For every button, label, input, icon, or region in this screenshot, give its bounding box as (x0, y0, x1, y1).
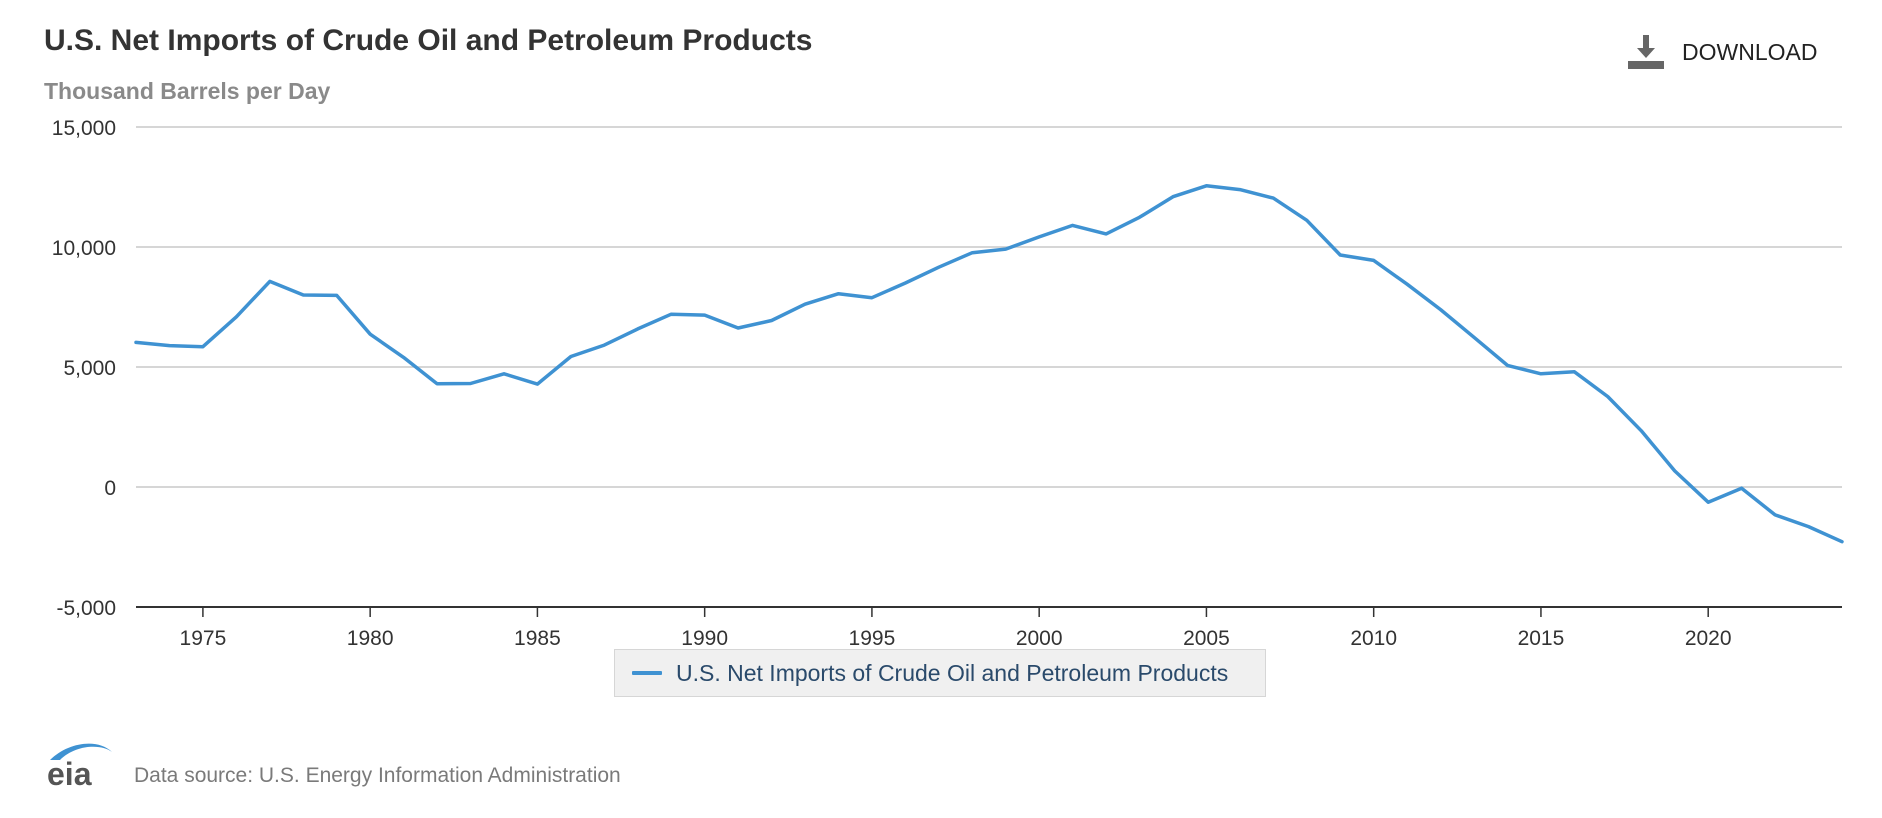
data-point[interactable] (1033, 231, 1045, 243)
data-point[interactable] (1368, 254, 1380, 266)
x-axis: 1975 1980 1985 1990 1995 2000 2005 2010 2015 2020 (136, 606, 1842, 650)
data-point[interactable] (1167, 191, 1179, 203)
data-point[interactable] (1100, 228, 1112, 240)
data-point[interactable] (866, 292, 878, 304)
data-point[interactable] (565, 350, 577, 362)
y-tick-label: 10,000 (52, 237, 116, 260)
data-point[interactable] (398, 351, 410, 363)
data-point[interactable] (1267, 192, 1279, 204)
data-point[interactable] (1702, 496, 1714, 508)
data-point[interactable] (1067, 219, 1079, 231)
data-point[interactable] (1535, 368, 1547, 380)
data-point[interactable] (933, 261, 945, 273)
data-point[interactable] (665, 308, 677, 320)
data-point[interactable] (498, 368, 510, 380)
data-point[interactable] (1568, 366, 1580, 378)
data-point[interactable] (1501, 359, 1513, 371)
data-point[interactable] (1602, 391, 1614, 403)
y-tick-label: 15,000 (52, 117, 116, 140)
data-point[interactable] (197, 341, 209, 353)
data-point[interactable] (1200, 180, 1212, 192)
data-point[interactable] (598, 339, 610, 351)
data-point[interactable] (1635, 425, 1647, 437)
chart-subtitle: Thousand Barrels per Day (44, 78, 331, 104)
data-point[interactable] (130, 336, 142, 348)
y-tick-label: 0 (104, 477, 116, 500)
data-point[interactable] (632, 323, 644, 335)
data-point[interactable] (1301, 214, 1313, 226)
data-point[interactable] (732, 322, 744, 334)
download-label: DOWNLOAD (1682, 38, 1818, 65)
data-point[interactable] (1669, 465, 1681, 477)
data-point[interactable] (264, 275, 276, 287)
x-tick-label: 2005 (1183, 627, 1230, 650)
data-point[interactable] (1401, 278, 1413, 290)
series-layer (130, 180, 1848, 548)
x-tick-label: 2010 (1350, 627, 1397, 650)
download-button[interactable]: DOWNLOAD (1628, 32, 1817, 72)
x-tick-label: 1995 (849, 627, 896, 650)
eia-logo: eia (47, 743, 112, 788)
data-point[interactable] (465, 378, 477, 390)
data-source-text: Data source: U.S. Energy Information Adm… (134, 764, 621, 787)
y-axis-labels: -5,000 0 5,000 10,000 15,000 (52, 117, 116, 620)
y-tick-label: 5,000 (63, 357, 116, 380)
data-point[interactable] (1736, 482, 1748, 494)
data-point[interactable] (1769, 509, 1781, 521)
data-point[interactable] (799, 298, 811, 310)
data-point[interactable] (1000, 243, 1012, 255)
data-point[interactable] (1803, 521, 1815, 533)
data-point[interactable] (1468, 331, 1480, 343)
data-point[interactable] (331, 289, 343, 301)
series-line[interactable] (134, 184, 1844, 544)
x-tick-label: 1975 (180, 627, 227, 650)
data-point[interactable] (1334, 249, 1346, 261)
x-tick-label: 1985 (514, 627, 561, 650)
x-tick-label: 2020 (1685, 627, 1732, 650)
data-point[interactable] (1435, 304, 1447, 316)
data-point[interactable] (1234, 184, 1246, 196)
data-point[interactable] (699, 309, 711, 321)
x-tick-label: 2015 (1518, 627, 1565, 650)
x-tick-label: 1990 (681, 627, 728, 650)
chart-title: U.S. Net Imports of Crude Oil and Petrol… (44, 24, 813, 57)
legend-item[interactable]: U.S. Net Imports of Crude Oil and Petrol… (614, 649, 1266, 697)
logo-text: eia (47, 756, 92, 788)
data-point[interactable] (1134, 211, 1146, 223)
data-point[interactable] (966, 247, 978, 259)
data-point[interactable] (163, 340, 175, 352)
x-tick-label: 2000 (1016, 627, 1063, 650)
data-point[interactable] (899, 277, 911, 289)
y-tick-label: -5,000 (56, 597, 116, 620)
data-point[interactable] (766, 314, 778, 326)
data-point[interactable] (1836, 536, 1848, 548)
data-point[interactable] (531, 378, 543, 390)
x-tick-label: 1980 (347, 627, 394, 650)
data-point[interactable] (297, 289, 309, 301)
legend-label: U.S. Net Imports of Crude Oil and Petrol… (676, 659, 1229, 686)
data-point[interactable] (364, 328, 376, 340)
grid-lines (136, 126, 1842, 488)
data-point[interactable] (832, 288, 844, 300)
legend-swatch (632, 671, 662, 675)
data-point[interactable] (230, 311, 242, 323)
data-point[interactable] (431, 378, 443, 390)
download-icon (1628, 35, 1664, 69)
